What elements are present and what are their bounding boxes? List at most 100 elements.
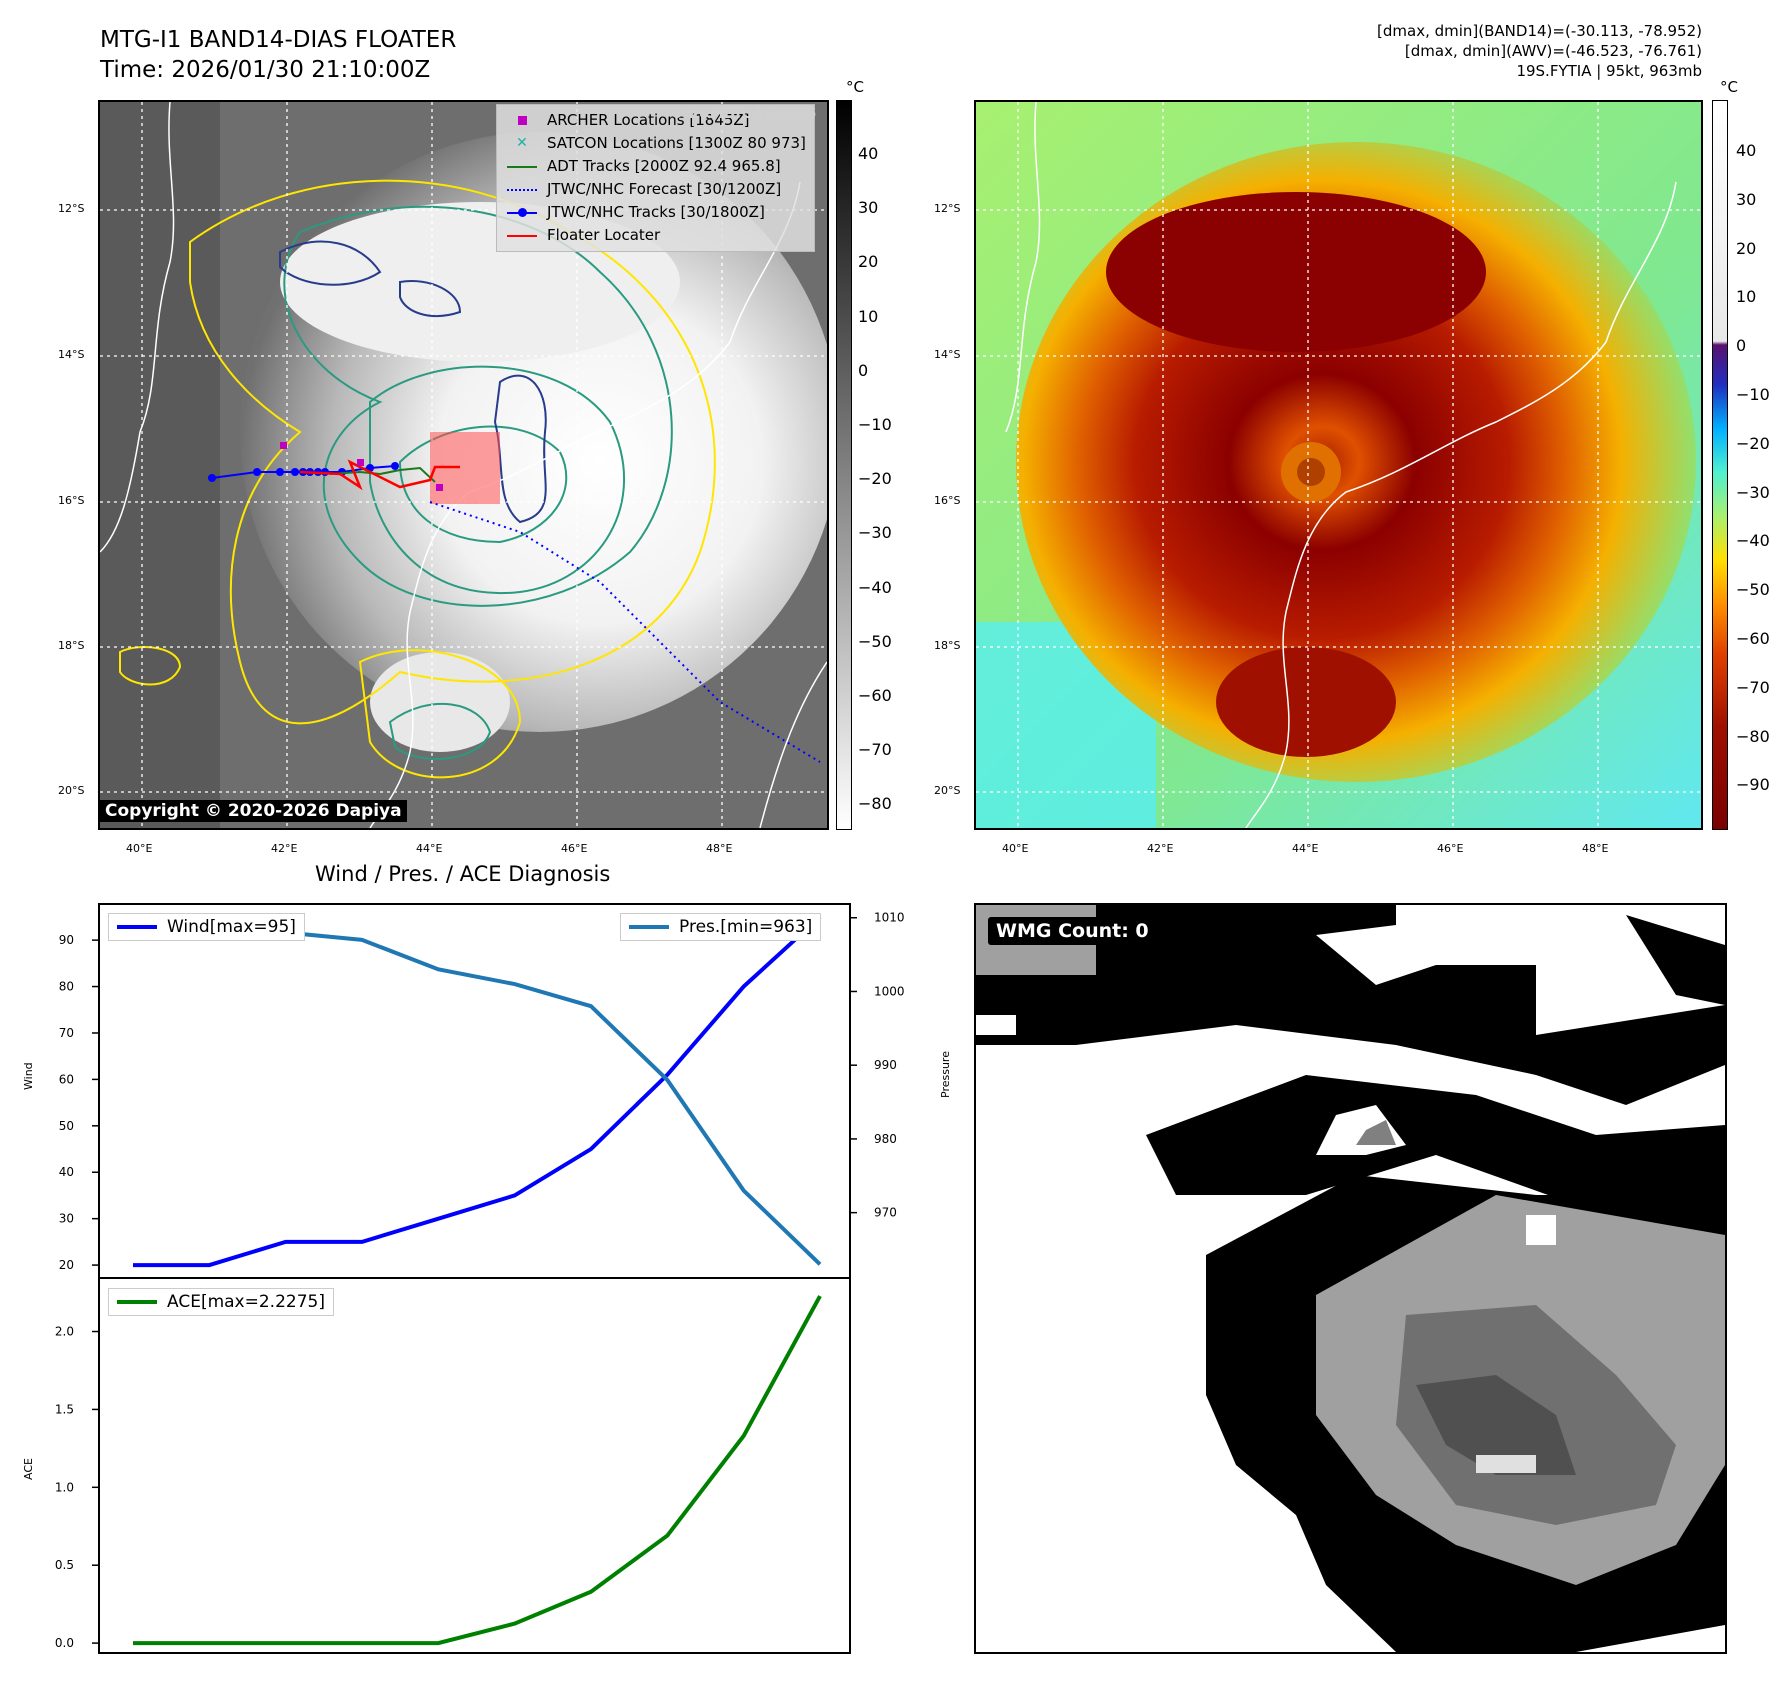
pres-tick-label: 970 (874, 1206, 897, 1220)
legend-item: ADT Tracks [2000Z 92.4 965.8] (505, 155, 806, 178)
square-marker-icon (505, 116, 539, 125)
colorbar-tick: −40 (1736, 531, 1770, 551)
dotted-line-icon (505, 188, 539, 191)
legend-label: Floater Locater (547, 226, 661, 244)
lat-tick: 14°S (934, 348, 961, 361)
colorbar-tick: −70 (858, 740, 892, 760)
awv-image (976, 102, 1701, 828)
lat-tick: 18°S (934, 639, 961, 652)
lat-tick: 12°S (934, 202, 961, 215)
legend-label: ARCHER Locations [1845Z] (547, 111, 750, 129)
colorbar-tick: 30 (858, 198, 879, 218)
series-line (133, 1295, 822, 1646)
legend-item: Floater Locater (505, 224, 806, 247)
colorbar-tick: 0 (858, 360, 869, 380)
colorbar-tick: −50 (858, 631, 892, 651)
lon-tick: 42°E (1147, 842, 1174, 855)
legend-item: JTWC/NHC Forecast [30/1200Z] (505, 178, 806, 201)
lon-tick: 40°E (126, 842, 153, 855)
colorbar-tick: −70 (1736, 677, 1770, 697)
awv-colorbar (1712, 100, 1728, 830)
colorbar-tick: −20 (1736, 433, 1770, 453)
legend-item: ARCHER Locations [1845Z] (505, 109, 806, 132)
sat-colorbar (836, 100, 852, 830)
forecast-track (429, 501, 821, 763)
x-marker-icon: ✕ (516, 135, 528, 151)
colorbar-tick: 40 (858, 144, 879, 163)
wind-tick-label: 90 (59, 933, 74, 947)
colorbar-tick: −30 (858, 523, 892, 543)
wmg-image (976, 905, 1725, 1652)
ace-tick-label: 0.0 (55, 1636, 74, 1650)
colorbar-tick: 20 (858, 252, 879, 272)
wmg-count-label: WMG Count: 0 (988, 917, 1157, 945)
lon-tick: 48°E (706, 842, 733, 855)
wind-pres-frame (98, 903, 851, 1279)
line-icon (117, 925, 157, 929)
watermark: © EUMETSAT 2026 (670, 106, 817, 122)
awv-info-line2: [dmax, dmin](AWV)=(-46.523, -76.761) (1404, 42, 1702, 60)
colorbar-tick: 30 (1736, 189, 1757, 209)
wind-legend: Wind[max=95] (108, 913, 305, 941)
pres-tick-label: 980 (874, 1132, 897, 1146)
colorbar-tick: −80 (858, 794, 892, 814)
awv-unit-label: °C (1720, 78, 1738, 96)
colorbar-tick: 40 (1736, 141, 1757, 160)
lat-tick: 20°S (934, 784, 961, 797)
wind-tick-label: 80 (59, 980, 74, 994)
line-icon (629, 925, 669, 929)
lat-tick: 12°S (58, 202, 85, 215)
colorbar-tick: −40 (858, 577, 892, 597)
pres-tick-label: 1000 (874, 984, 905, 998)
legend-label: SATCON Locations [1300Z 80 973] (547, 134, 806, 152)
lat-tick: 20°S (58, 784, 85, 797)
wind-tick-label: 30 (59, 1212, 74, 1226)
lon-tick: 48°E (1582, 842, 1609, 855)
colorbar-tick: 10 (1736, 287, 1757, 307)
lon-tick: 40°E (1002, 842, 1029, 855)
series-line (133, 915, 822, 1268)
awv-info-line3: 19S.FYTIA | 95kt, 963mb (1516, 62, 1702, 80)
colorbar-tick: −10 (858, 415, 892, 434)
satellite-map: ARCHER Locations [1845Z] ✕ SATCON Locati… (98, 100, 829, 830)
wmg-panel: WMG Count: 0 (974, 903, 1727, 1654)
colorbar-tick: −50 (1736, 580, 1770, 600)
wind-tick-label: 60 (59, 1072, 74, 1086)
colorbar-tick: −20 (858, 469, 892, 489)
awv-info-line1: [dmax, dmin](BAND14)=(-30.113, -78.952) (1377, 22, 1702, 40)
legend-label: JTWC/NHC Forecast [30/1200Z] (547, 180, 782, 198)
colorbar-tick: −90 (1736, 775, 1770, 795)
diagnosis-title: Wind / Pres. / ACE Diagnosis (315, 862, 611, 886)
line-icon (505, 234, 539, 237)
ace-legend-label: ACE[max=2.2275] (167, 1292, 325, 1312)
ace-tick-label: 1.0 (55, 1480, 74, 1494)
sat-legend: ARCHER Locations [1845Z] ✕ SATCON Locati… (496, 104, 815, 252)
lat-tick: 18°S (58, 639, 85, 652)
wind-legend-label: Wind[max=95] (167, 917, 296, 937)
awv-map (974, 100, 1703, 830)
lon-tick: 44°E (1292, 842, 1319, 855)
wind-tick-label: 20 (59, 1258, 74, 1272)
legend-item: JTWC/NHC Tracks [30/1800Z] (505, 201, 806, 224)
ace-tick-label: 1.5 (55, 1402, 74, 1416)
colorbar-tick: −10 (1736, 385, 1770, 404)
ace-legend: ACE[max=2.2275] (108, 1288, 334, 1316)
pres-tick-label: 990 (874, 1058, 897, 1072)
sat-unit-label: °C (846, 78, 864, 96)
colorbar-tick: 10 (858, 306, 879, 326)
lon-tick: 46°E (561, 842, 588, 855)
pres-tick-label: 1010 (874, 911, 905, 925)
wind-tick-label: 40 (59, 1165, 74, 1179)
line-icon (505, 165, 539, 168)
ace-tick-label: 2.0 (55, 1325, 74, 1339)
colorbar-tick: −60 (858, 686, 892, 705)
line-dot-icon (505, 207, 539, 217)
colorbar-tick: −30 (1736, 482, 1770, 502)
line-icon (117, 1300, 157, 1304)
wind-tick-label: 50 (59, 1119, 74, 1133)
colorbar-tick: 0 (1736, 336, 1747, 356)
legend-label: JTWC/NHC Tracks [30/1800Z] (547, 203, 765, 221)
lon-tick: 42°E (271, 842, 298, 855)
pres-legend: Pres.[min=963] (620, 913, 822, 941)
sat-title-line2: Time: 2026/01/30 21:10:00Z (100, 57, 431, 83)
